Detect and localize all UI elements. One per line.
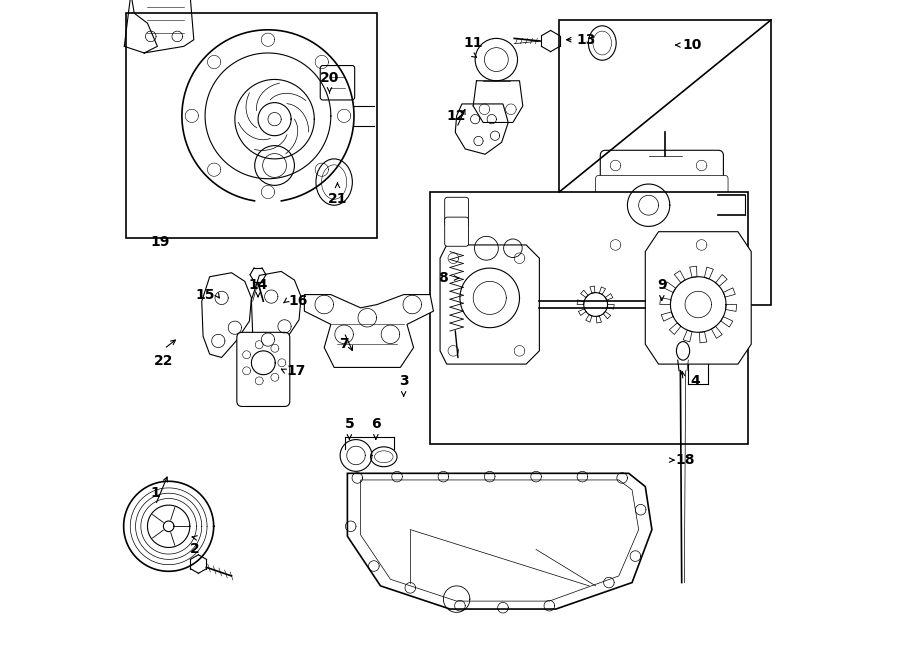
FancyBboxPatch shape <box>430 192 748 444</box>
Polygon shape <box>440 245 539 364</box>
Text: 16: 16 <box>288 294 308 308</box>
Text: 13: 13 <box>576 32 596 47</box>
Text: 21: 21 <box>328 191 347 206</box>
Text: 17: 17 <box>287 363 306 378</box>
FancyBboxPatch shape <box>237 332 290 406</box>
Text: 10: 10 <box>682 38 701 52</box>
FancyBboxPatch shape <box>320 66 355 100</box>
Text: 11: 11 <box>464 36 483 50</box>
Text: 14: 14 <box>248 277 268 292</box>
FancyBboxPatch shape <box>445 197 469 226</box>
Text: 1: 1 <box>150 486 160 500</box>
Text: 4: 4 <box>690 373 700 388</box>
Text: 9: 9 <box>657 277 667 292</box>
Text: 5: 5 <box>345 416 355 431</box>
Polygon shape <box>645 232 752 364</box>
Polygon shape <box>347 473 652 609</box>
Polygon shape <box>202 273 251 357</box>
FancyBboxPatch shape <box>559 20 771 305</box>
Polygon shape <box>455 104 508 154</box>
Polygon shape <box>304 295 434 367</box>
Polygon shape <box>251 271 301 356</box>
FancyBboxPatch shape <box>126 13 377 238</box>
FancyBboxPatch shape <box>600 150 724 260</box>
Text: 18: 18 <box>675 453 695 467</box>
Text: 3: 3 <box>399 373 409 388</box>
Text: 2: 2 <box>190 542 200 557</box>
Text: 8: 8 <box>438 271 448 285</box>
Text: 19: 19 <box>150 234 170 249</box>
Text: 22: 22 <box>154 354 174 368</box>
Text: 12: 12 <box>447 109 466 123</box>
FancyBboxPatch shape <box>445 217 469 246</box>
Text: 20: 20 <box>320 71 339 85</box>
FancyBboxPatch shape <box>596 175 728 232</box>
Text: 15: 15 <box>195 287 215 302</box>
Text: 6: 6 <box>371 416 381 431</box>
Text: 7: 7 <box>339 337 349 352</box>
